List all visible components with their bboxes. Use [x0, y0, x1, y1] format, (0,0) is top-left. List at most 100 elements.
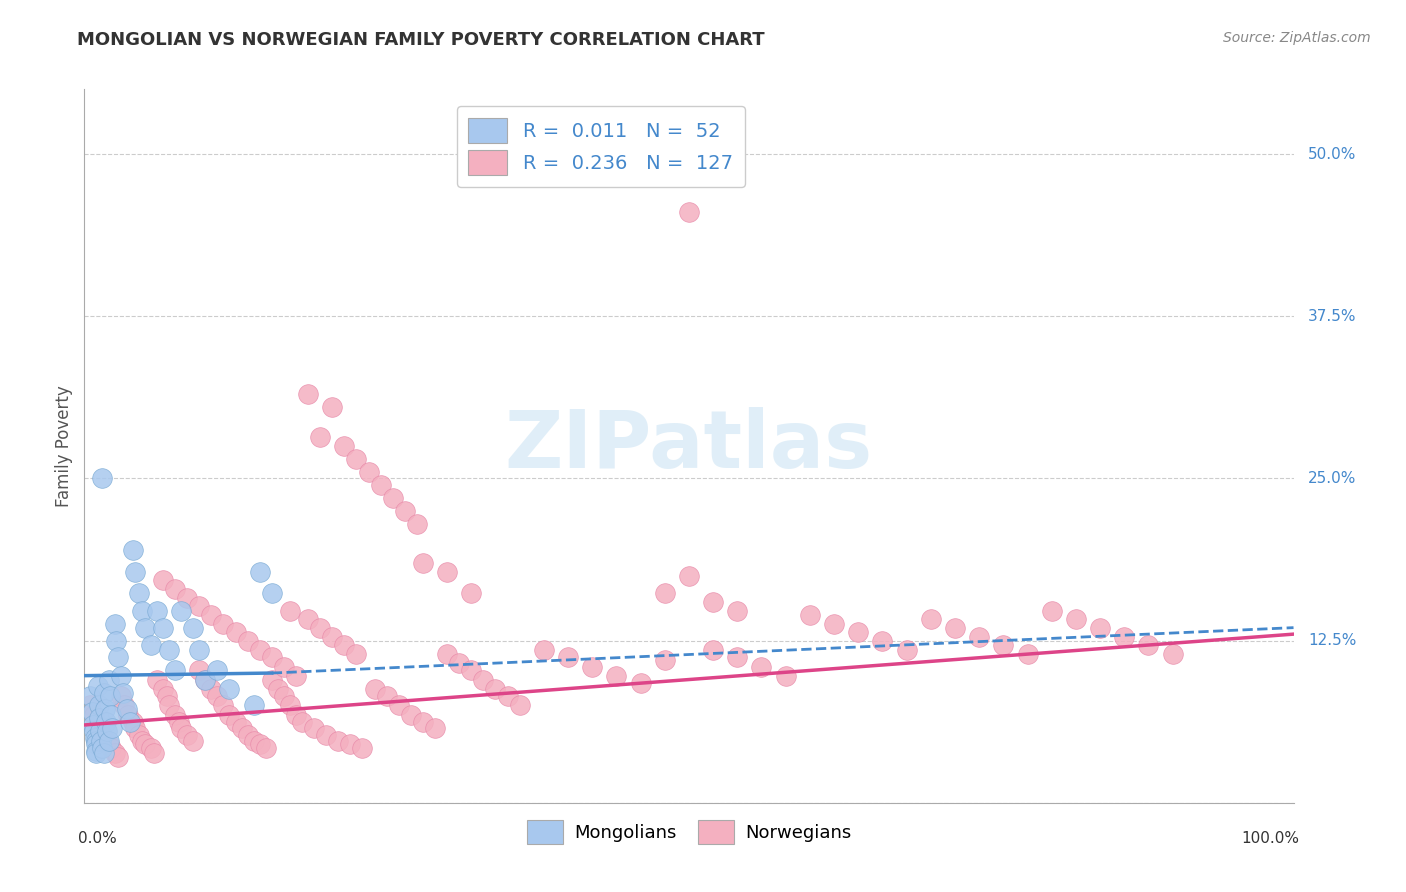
Point	[273, 690, 295, 704]
Text: Source: ZipAtlas.com: Source: ZipAtlas.com	[1223, 31, 1371, 45]
Point	[134, 621, 156, 635]
Point	[472, 673, 495, 687]
Point	[91, 471, 114, 485]
Point	[484, 681, 506, 696]
Point	[176, 728, 198, 742]
Point	[104, 616, 127, 631]
Point	[87, 698, 110, 713]
Point	[967, 630, 990, 644]
Point	[212, 698, 235, 713]
Point	[165, 664, 187, 678]
Point	[97, 673, 120, 687]
Point	[157, 642, 180, 657]
Point	[297, 387, 319, 401]
Point	[188, 599, 211, 613]
Point	[97, 733, 120, 747]
Point	[194, 673, 217, 687]
Point	[104, 747, 127, 761]
Point	[333, 638, 356, 652]
Point	[86, 733, 108, 747]
Point	[101, 721, 124, 735]
Point	[146, 604, 169, 618]
Point	[188, 664, 211, 678]
Point	[188, 642, 211, 657]
Point	[157, 698, 180, 713]
Point	[412, 556, 434, 570]
Point	[110, 668, 132, 682]
Point	[394, 504, 416, 518]
Point	[581, 659, 603, 673]
Point	[823, 616, 845, 631]
Point	[436, 647, 458, 661]
Point	[94, 715, 117, 730]
Text: 37.5%: 37.5%	[1308, 309, 1357, 324]
Point	[260, 650, 283, 665]
Point	[218, 681, 240, 696]
Point	[86, 679, 108, 693]
Point	[309, 430, 332, 444]
Point	[278, 698, 301, 713]
Point	[143, 747, 166, 761]
Point	[236, 728, 259, 742]
Point	[678, 205, 700, 219]
Text: 12.5%: 12.5%	[1308, 633, 1357, 648]
Point	[267, 681, 290, 696]
Point	[110, 690, 132, 704]
Point	[725, 650, 748, 665]
Point	[97, 738, 120, 752]
Point	[449, 656, 471, 670]
Point	[242, 733, 264, 747]
Point	[84, 731, 107, 745]
Point	[231, 721, 253, 735]
Point	[170, 604, 193, 618]
Point	[212, 616, 235, 631]
Point	[83, 707, 105, 722]
Y-axis label: Family Poverty: Family Poverty	[55, 385, 73, 507]
Point	[82, 718, 104, 732]
Point	[155, 690, 177, 704]
Point	[846, 624, 869, 639]
Point	[225, 715, 247, 730]
Point	[249, 642, 271, 657]
Point	[165, 707, 187, 722]
Point	[87, 721, 110, 735]
Text: 25.0%: 25.0%	[1308, 471, 1357, 486]
Point	[134, 738, 156, 752]
Point	[120, 715, 142, 730]
Point	[94, 702, 117, 716]
Point	[86, 715, 108, 730]
Point	[89, 724, 111, 739]
Point	[115, 702, 138, 716]
Text: 50.0%: 50.0%	[1308, 146, 1357, 161]
Point	[725, 604, 748, 618]
Point	[460, 664, 482, 678]
Point	[920, 611, 942, 625]
Point	[207, 664, 229, 678]
Point	[1040, 604, 1063, 618]
Point	[333, 439, 356, 453]
Point	[412, 715, 434, 730]
Point	[375, 690, 398, 704]
Point	[79, 690, 101, 704]
Point	[254, 741, 277, 756]
Point	[242, 698, 264, 713]
Point	[218, 707, 240, 722]
Point	[370, 478, 392, 492]
Point	[346, 647, 368, 661]
Point	[107, 650, 129, 665]
Point	[557, 650, 579, 665]
Point	[943, 621, 966, 635]
Point	[225, 624, 247, 639]
Point	[128, 728, 150, 742]
Point	[278, 604, 301, 618]
Text: 0.0%: 0.0%	[79, 831, 117, 847]
Point	[273, 659, 295, 673]
Point	[100, 707, 122, 722]
Point	[357, 465, 380, 479]
Point	[121, 715, 143, 730]
Point	[100, 741, 122, 756]
Point	[423, 721, 446, 735]
Point	[131, 604, 153, 618]
Point	[112, 698, 135, 713]
Point	[315, 728, 337, 742]
